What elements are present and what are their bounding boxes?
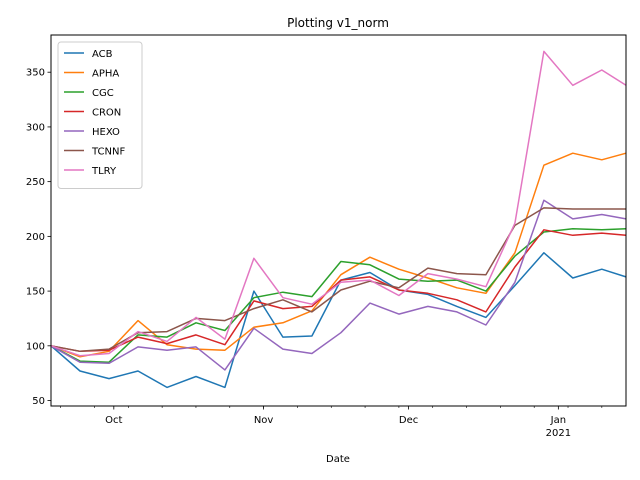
legend-label-acb: ACB <box>92 49 113 60</box>
x-tick-label: Dec <box>399 415 418 426</box>
series-line-hexo <box>50 199 627 371</box>
plot-frame <box>50 34 627 407</box>
legend: ACB APHA CGC CRON HEXO TCNNF TLRY <box>57 41 143 189</box>
legend-label-tcnnf: TCNNF <box>91 147 125 158</box>
series-line-cron <box>50 229 627 353</box>
legend-label-cron: CRON <box>92 108 121 119</box>
y-tick-label: 50 <box>32 396 45 407</box>
series-line-tcnnf <box>50 207 626 353</box>
y-tick-label: 300 <box>26 122 45 133</box>
x-tick-label: Nov <box>254 415 274 426</box>
y-tick-label: 150 <box>26 287 45 298</box>
plot-lines <box>50 50 627 389</box>
y-tick-label: 250 <box>26 177 45 188</box>
legend-label-tlry: TLRY <box>91 166 117 177</box>
y-tick-label: 350 <box>26 68 45 79</box>
y-axis-ticks: 50 100 150 200 250 300 350 <box>26 68 51 407</box>
legend-label-hexo: HEXO <box>92 127 120 138</box>
legend-label-apha: APHA <box>92 69 119 80</box>
series-line-apha <box>50 152 627 358</box>
chart-title: Plotting v1_norm <box>287 16 389 30</box>
legend-label-cgc: CGC <box>92 88 114 99</box>
series-line-tlry <box>50 50 627 357</box>
x-tick-label: Jan <box>550 415 566 426</box>
x-axis-title: Date <box>326 454 350 465</box>
x-axis-ticks: Oct Nov Dec Jan 2021 <box>60 406 603 439</box>
x-tick-label: Oct <box>105 415 122 426</box>
x-tick-label: 2021 <box>546 428 571 439</box>
y-tick-label: 200 <box>26 232 45 243</box>
y-tick-label: 100 <box>26 341 45 352</box>
legend-box <box>57 41 143 189</box>
